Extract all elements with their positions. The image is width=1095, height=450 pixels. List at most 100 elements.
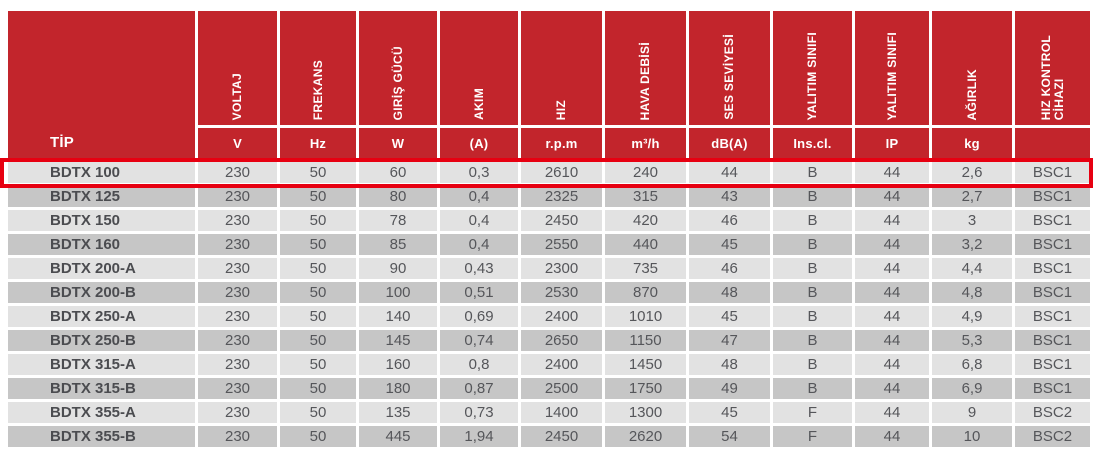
- table-cell: B: [773, 330, 852, 351]
- table-cell: 46: [689, 210, 770, 231]
- table-cell: 2,6: [932, 162, 1012, 183]
- table-row: BDTX 315-A 230 50 160 0,8 2400 1450 48 B 44 6,8 BS…: [8, 354, 1090, 375]
- table-cell: 870: [605, 282, 686, 303]
- table-cell: 230: [198, 186, 277, 207]
- table-cell: B: [773, 210, 852, 231]
- table-cell: 50: [280, 210, 356, 231]
- table-cell: 230: [198, 306, 277, 327]
- table-row: BDTX 200-B 230 50 100 0,51 2530 870 48 B 44 4,8 BS…: [8, 282, 1090, 303]
- table-cell: BSC1: [1015, 258, 1090, 279]
- table-cell: B: [773, 354, 852, 375]
- table-cell: 0,4: [440, 210, 518, 231]
- table-cell: 2650: [521, 330, 602, 351]
- table-cell: 180: [359, 378, 437, 399]
- column-header-agirlik: AĞIRLIK: [932, 11, 1012, 125]
- table-row: BDTX 125 230 50 80 0,4 2325 315 43 B 44 2,7 BSC1: [8, 186, 1090, 207]
- table-cell: BSC1: [1015, 210, 1090, 231]
- table-cell: 44: [855, 186, 929, 207]
- column-header-label: SES SEVİYESİ: [722, 34, 736, 120]
- table-cell: 2530: [521, 282, 602, 303]
- table-cell: 420: [605, 210, 686, 231]
- table-cell: 50: [280, 162, 356, 183]
- table-cell: 0,43: [440, 258, 518, 279]
- table-cell: B: [773, 258, 852, 279]
- table-cell: 50: [280, 186, 356, 207]
- table-cell: 60: [359, 162, 437, 183]
- column-unit: dB(A): [689, 128, 770, 159]
- table-cell: 9: [932, 402, 1012, 423]
- column-header-hiz-kontrol-cihazi: HIZ KONTROL CİHAZI: [1015, 11, 1090, 125]
- column-unit: Ins.cl.: [773, 128, 852, 159]
- table-cell: 54: [689, 426, 770, 447]
- table-cell: 50: [280, 234, 356, 255]
- table-cell: 90: [359, 258, 437, 279]
- row-tip-cell: BDTX 355-A: [8, 402, 195, 423]
- table-cell: 1450: [605, 354, 686, 375]
- column-header-frekans: FREKANS: [280, 11, 356, 125]
- column-header-giris-gucu: GIRİŞ GÜCÜ: [359, 11, 437, 125]
- table-cell: 78: [359, 210, 437, 231]
- column-unit: Hz: [280, 128, 356, 159]
- table-cell: 140: [359, 306, 437, 327]
- column-header-label: YALITIM SINIFI: [884, 31, 899, 120]
- table-cell: 240: [605, 162, 686, 183]
- table-cell: 48: [689, 282, 770, 303]
- table-cell: 45: [689, 306, 770, 327]
- table-cell: 1,94: [440, 426, 518, 447]
- table-cell: 50: [280, 378, 356, 399]
- column-header-label: GIRİŞ GÜCÜ: [390, 45, 405, 120]
- table-cell: 0,8: [440, 354, 518, 375]
- table-cell: 0,69: [440, 306, 518, 327]
- table-cell: 44: [855, 282, 929, 303]
- table-cell: 44: [855, 402, 929, 423]
- table-cell: 3,2: [932, 234, 1012, 255]
- table-row: BDTX 200-A 230 50 90 0,43 2300 735 46 B 44 4,4 BSC…: [8, 258, 1090, 279]
- table-cell: 0,4: [440, 186, 518, 207]
- table-cell: 49: [689, 378, 770, 399]
- table-row: BDTX 315-B 230 50 180 0,87 2500 1750 49 B 44 6,9 B…: [8, 378, 1090, 399]
- table-cell: 1300: [605, 402, 686, 423]
- row-tip-cell: BDTX 315-B: [8, 378, 195, 399]
- table-cell: 50: [280, 426, 356, 447]
- table-cell: 160: [359, 354, 437, 375]
- column-unit: [1015, 128, 1090, 159]
- table-cell: 230: [198, 234, 277, 255]
- table-cell: 44: [855, 234, 929, 255]
- table-header: TİP VOLTAJ FREKANS GIRİŞ GÜCÜ AKIM HIZ H…: [8, 11, 1090, 159]
- table-cell: B: [773, 234, 852, 255]
- table-cell: 0,73: [440, 402, 518, 423]
- table-cell: 0,4: [440, 234, 518, 255]
- table-cell: B: [773, 306, 852, 327]
- column-unit: kg: [932, 128, 1012, 159]
- column-header-akim: AKIM: [440, 11, 518, 125]
- row-tip-cell: BDTX 355-B: [8, 426, 195, 447]
- table-cell: 0,3: [440, 162, 518, 183]
- table-cell: 2300: [521, 258, 602, 279]
- table-cell: 0,87: [440, 378, 518, 399]
- table-cell: 230: [198, 330, 277, 351]
- table-cell: 2400: [521, 306, 602, 327]
- column-header-label: HIZ KONTROL CİHAZI: [1038, 34, 1066, 120]
- table-cell: 2450: [521, 426, 602, 447]
- table-cell: BSC2: [1015, 402, 1090, 423]
- column-unit: r.p.m: [521, 128, 602, 159]
- table-cell: 44: [855, 426, 929, 447]
- table-cell: 230: [198, 354, 277, 375]
- table-cell: 230: [198, 378, 277, 399]
- table-cell: 50: [280, 258, 356, 279]
- table-cell: 735: [605, 258, 686, 279]
- table-cell: 1400: [521, 402, 602, 423]
- table-cell: 2500: [521, 378, 602, 399]
- table-cell: 2325: [521, 186, 602, 207]
- table-cell: 44: [855, 162, 929, 183]
- table-cell: 1750: [605, 378, 686, 399]
- table-cell: BSC1: [1015, 306, 1090, 327]
- table-row: BDTX 355-A 230 50 135 0,73 1400 1300 45 F 44 9 BSC…: [8, 402, 1090, 423]
- table-cell: 50: [280, 282, 356, 303]
- table-cell: 2620: [605, 426, 686, 447]
- table-cell: 44: [855, 258, 929, 279]
- table-cell: 230: [198, 162, 277, 183]
- table-cell: 2450: [521, 210, 602, 231]
- table-cell: 80: [359, 186, 437, 207]
- table-cell: 2,7: [932, 186, 1012, 207]
